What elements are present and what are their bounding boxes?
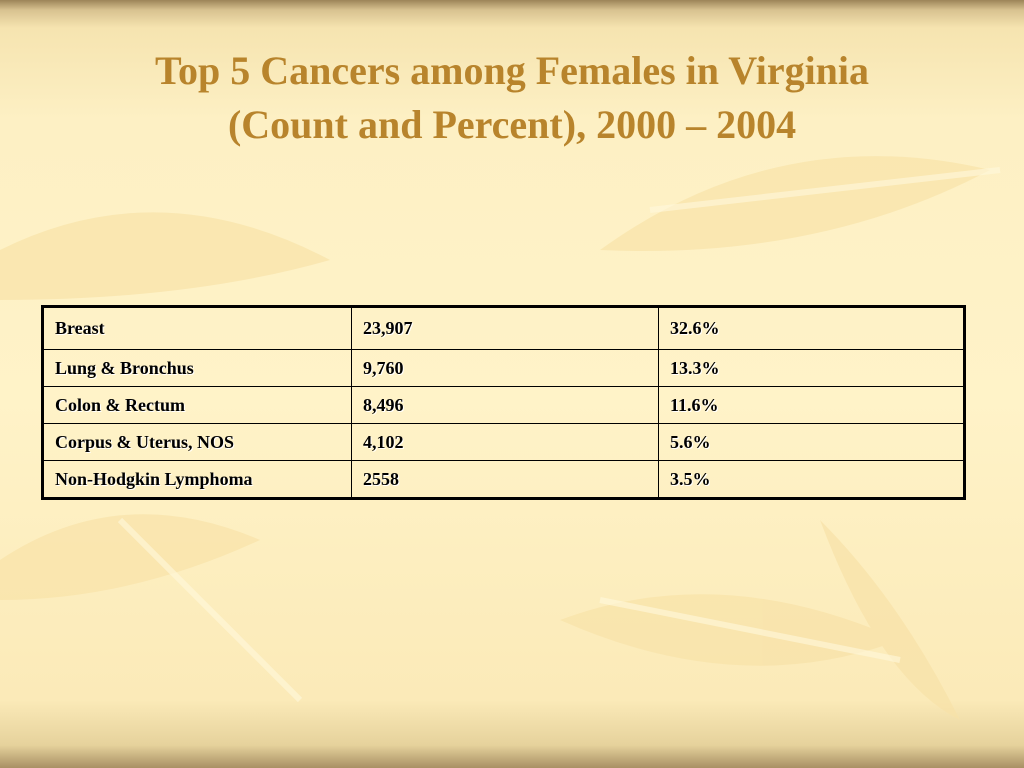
table-row: Lung & Bronchus 9,760 13.3% [42, 349, 965, 387]
table-cell: 13.3% [658, 349, 965, 387]
data-table: Breast 23,907 32.6% Lung & Bronchus 9,760 13.… [41, 305, 966, 500]
table-cell: 32.6% [658, 306, 965, 350]
table-row: Corpus & Uterus, NOS 4,102 5.6% [42, 423, 965, 461]
table-cell: 5.6% [658, 423, 965, 461]
table-cell: Corpus & Uterus, NOS [42, 423, 352, 461]
table-cell: 11.6% [658, 386, 965, 424]
table-cell: Colon & Rectum [42, 386, 352, 424]
table-cell: Breast [42, 306, 352, 350]
table-cell: Non-Hodgkin Lymphoma [42, 460, 352, 499]
table-cell: 3.5% [658, 460, 965, 499]
table-cell: 4,102 [351, 423, 659, 461]
table-cell: 8,496 [351, 386, 659, 424]
title-line: (Count and Percent), 2000 – 2004 [227, 102, 797, 147]
table-row: Breast 23,907 32.6% [42, 306, 965, 350]
table-cell: 2558 [351, 460, 659, 499]
table-row: Non-Hodgkin Lymphoma 2558 3.5% [42, 460, 965, 499]
table-cell: 9,760 [351, 349, 659, 387]
table-row: Colon & Rectum 8,496 11.6% [42, 386, 965, 424]
table-cell: Lung & Bronchus [42, 349, 352, 387]
title-line: Top 5 Cancers among Females in Virginia [154, 48, 870, 93]
slide-title: Top 5 Cancers among Females in Virginia … [0, 44, 1024, 152]
table-cell: 23,907 [351, 306, 659, 350]
